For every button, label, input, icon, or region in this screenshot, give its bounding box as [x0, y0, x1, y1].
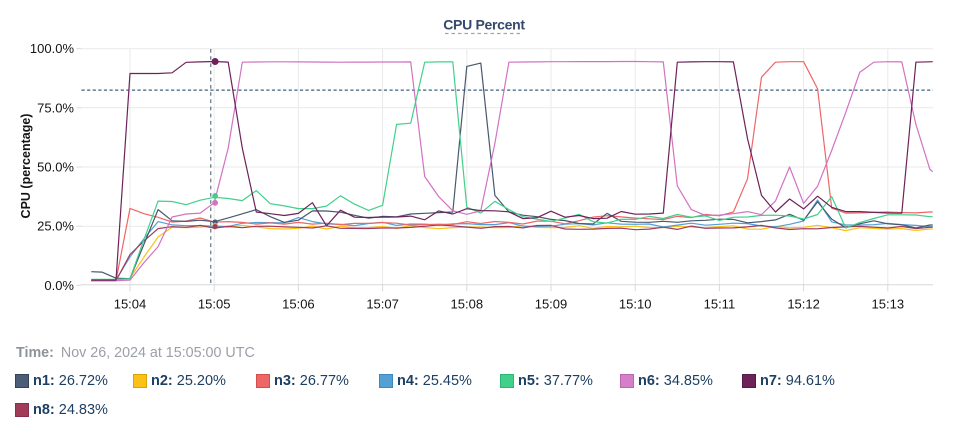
svg-text:CPU Percent: CPU Percent — [443, 17, 525, 33]
svg-text:15:12: 15:12 — [787, 296, 820, 311]
svg-text:15:07: 15:07 — [366, 296, 399, 311]
svg-text:50.0%: 50.0% — [37, 160, 74, 175]
svg-text:CPU (percentage): CPU (percentage) — [19, 114, 33, 219]
svg-text:15:06: 15:06 — [282, 296, 315, 311]
svg-text:100.0%: 100.0% — [30, 41, 75, 56]
svg-text:15:13: 15:13 — [872, 296, 905, 311]
svg-text:15:11: 15:11 — [704, 296, 736, 311]
svg-text:15:08: 15:08 — [451, 296, 484, 311]
svg-text:15:04: 15:04 — [114, 296, 147, 311]
svg-text:15:05: 15:05 — [198, 296, 231, 311]
svg-text:0.0%: 0.0% — [44, 278, 74, 293]
svg-text:15:09: 15:09 — [535, 296, 568, 311]
svg-text:75.0%: 75.0% — [37, 100, 74, 115]
svg-text:15:10: 15:10 — [619, 296, 652, 311]
svg-text:25.0%: 25.0% — [37, 219, 74, 234]
